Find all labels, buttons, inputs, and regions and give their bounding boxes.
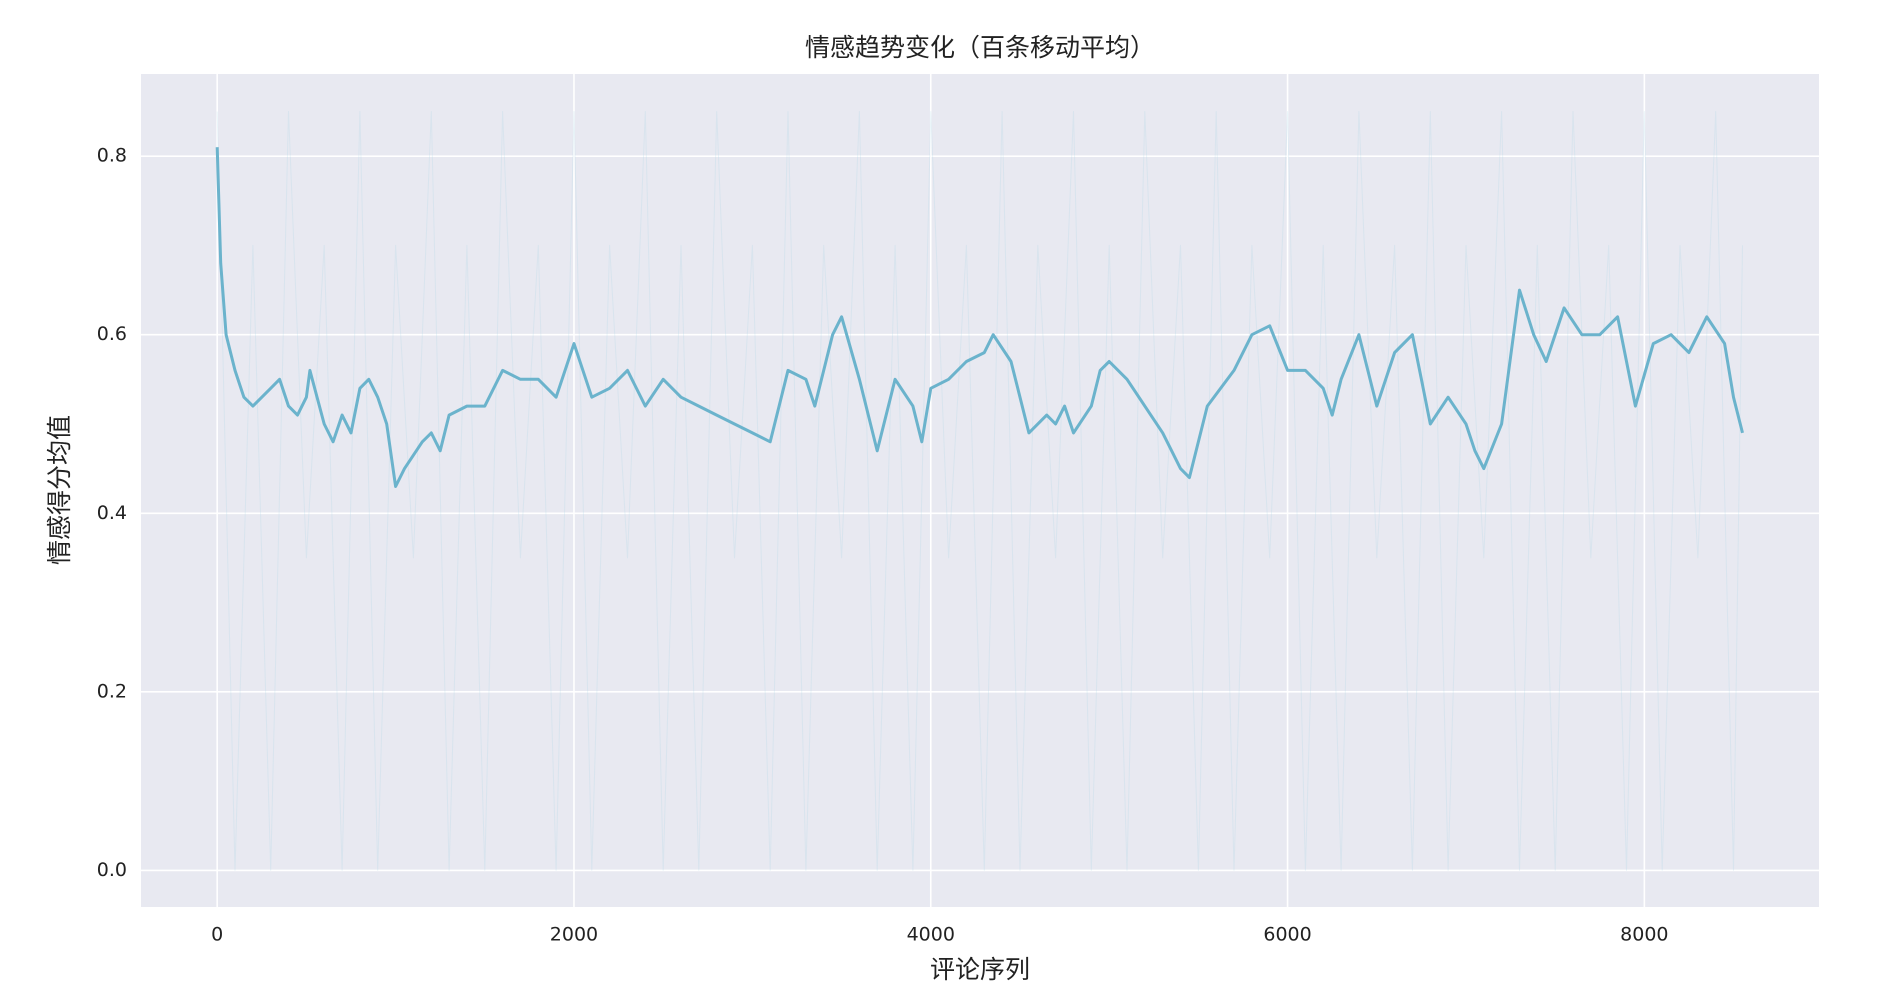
y-tick-label: 0.2: [97, 680, 127, 702]
y-axis-label: 情感得分均值: [45, 415, 74, 565]
y-tick-label: 0.6: [97, 323, 127, 345]
raw-line: [215, 147, 1744, 488]
x-tick-label: 8000: [1620, 924, 1668, 946]
y-tick-label: 0.0: [97, 859, 127, 881]
x-tick-label: 4000: [907, 924, 955, 946]
x-tick-label: 6000: [1263, 924, 1311, 946]
chart-title: 情感趋势变化（百条移动平均）: [805, 33, 1155, 62]
raw-line: [216, 111, 1743, 871]
plot-background: [141, 74, 1819, 907]
y-tick-label: 0.8: [97, 145, 127, 167]
x-axis-label: 评论序列: [930, 955, 1030, 984]
y-tick-label: 0.4: [97, 502, 127, 524]
x-tick-label: 2000: [550, 924, 598, 946]
x-tick-label: 0: [211, 924, 223, 946]
